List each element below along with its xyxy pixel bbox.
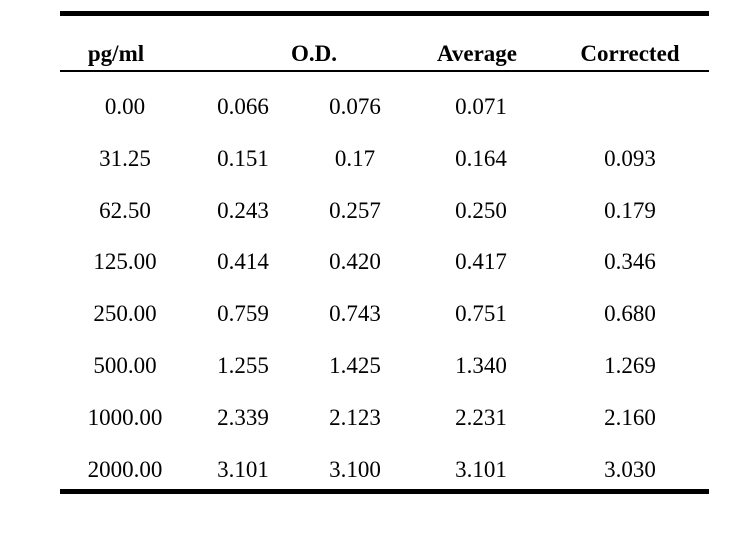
cell-od-2: 0.076: [329, 94, 381, 119]
cell-od-2: 0.743: [329, 301, 381, 326]
cell-od-2: 0.17: [334, 146, 376, 171]
cell-average: 0.751: [455, 301, 507, 326]
cell-average: 0.164: [455, 146, 507, 171]
table-row: 1000.00 2.339 2.123 2.231 2.160: [60, 403, 709, 433]
table-top-rule: [60, 11, 709, 16]
table-row: 500.00 1.255 1.425 1.340 1.269: [60, 351, 709, 381]
data-table: pg/ml O.D. Average Corrected 0.00 0.066 …: [60, 11, 709, 494]
cell-corrected: 1.269: [604, 353, 656, 378]
header-average: Average: [436, 41, 518, 66]
cell-concentration: 0.00: [104, 94, 146, 119]
cell-concentration: 1000.00: [87, 405, 163, 430]
header-od: O.D.: [291, 41, 337, 66]
table-row: 125.00 0.414 0.420 0.417 0.346: [60, 247, 709, 277]
table-row: 62.50 0.243 0.257 0.250 0.179: [60, 196, 709, 226]
cell-od-2: 3.100: [329, 457, 381, 482]
cell-corrected: 2.160: [604, 405, 656, 430]
table-header-rule: [60, 70, 709, 72]
table-body: 0.00 0.066 0.076 0.071 31.25 0.151 0.17 …: [60, 72, 709, 489]
cell-average: 0.417: [455, 249, 507, 274]
cell-corrected: 0.093: [604, 146, 656, 171]
cell-corrected: 0.346: [604, 249, 656, 274]
cell-od-1: 1.255: [217, 353, 269, 378]
cell-concentration: 62.50: [99, 198, 151, 223]
cell-od-1: 0.066: [217, 94, 269, 119]
cell-concentration: 31.25: [99, 146, 151, 171]
header-concentration: pg/ml: [87, 41, 145, 66]
cell-average: 0.071: [455, 94, 507, 119]
cell-od-1: 3.101: [217, 457, 269, 482]
cell-average: 0.250: [455, 198, 507, 223]
cell-od-2: 2.123: [329, 405, 381, 430]
cell-concentration: 250.00: [93, 301, 157, 326]
cell-concentration: 500.00: [93, 353, 157, 378]
cell-corrected: 0.680: [604, 301, 656, 326]
cell-od-1: 2.339: [217, 405, 269, 430]
table-header: pg/ml O.D. Average Corrected: [60, 16, 709, 70]
table-row: 250.00 0.759 0.743 0.751 0.680: [60, 299, 709, 329]
cell-od-1: 0.151: [217, 146, 269, 171]
cell-concentration: 2000.00: [87, 457, 163, 482]
cell-od-2: 0.257: [329, 198, 381, 223]
cell-od-2: 0.420: [329, 249, 381, 274]
cell-average: 3.101: [455, 457, 507, 482]
cell-od-1: 0.414: [217, 249, 269, 274]
cell-average: 1.340: [455, 353, 507, 378]
table-row: 0.00 0.066 0.076 0.071: [60, 92, 709, 122]
cell-od-1: 0.243: [217, 198, 269, 223]
table-bottom-rule: [60, 489, 709, 494]
table-row: 31.25 0.151 0.17 0.164 0.093: [60, 144, 709, 174]
table-row: 2000.00 3.101 3.100 3.101 3.030: [60, 455, 709, 485]
cell-corrected: 3.030: [604, 457, 656, 482]
cell-od-2: 1.425: [329, 353, 381, 378]
cell-corrected: 0.179: [604, 198, 656, 223]
header-corrected: Corrected: [580, 41, 680, 66]
cell-concentration: 125.00: [93, 249, 157, 274]
cell-od-1: 0.759: [217, 301, 269, 326]
cell-average: 2.231: [455, 405, 507, 430]
